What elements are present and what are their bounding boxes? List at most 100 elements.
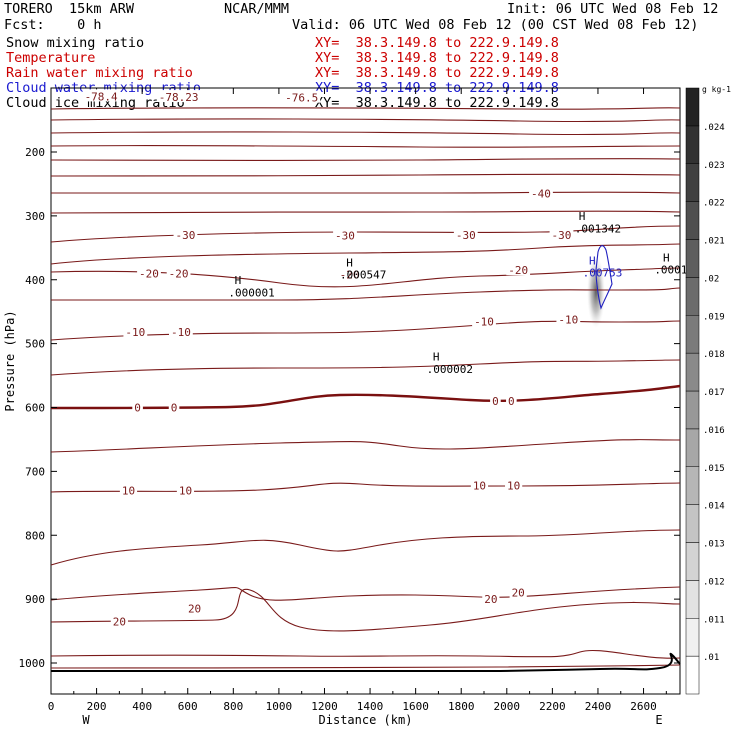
field-xy-cloud-ice: XY= 38.3.149.8 to 222.9.149.8 [315, 95, 559, 111]
temperature-label-bg [168, 400, 180, 413]
colorbar-tick-label: .012 [703, 577, 725, 587]
maximum-label: H [579, 210, 586, 223]
colorbar-unit-label: g kg-1 [702, 85, 731, 94]
x-tick-label: 2200 [539, 700, 566, 713]
temperature-labels: -78.4 -78.23 -76.5 -40 -30 -30 -30 -30 -20 -20 -20… [82, 89, 581, 628]
temperature-label-bg [482, 592, 500, 605]
y-axis-title: Pressure (hPa) [3, 310, 17, 411]
colorbar-tick-label: .017 [703, 388, 725, 398]
temperature-label: 10 [507, 479, 520, 492]
x-tick-label: 1000 [266, 700, 293, 713]
colorbar-tick-label: .014 [703, 502, 725, 512]
zero-isotherm [50, 384, 681, 410]
temperature-label-bg [506, 394, 517, 407]
surface-line [51, 652, 681, 672]
temperature-label-bg [333, 228, 357, 241]
temperature-label: 10 [179, 485, 192, 498]
colorbar-tick-label: .024 [703, 123, 725, 133]
temperature-label-bg [166, 266, 191, 279]
cloud-water-shading [587, 256, 605, 328]
temperature-label: 10 [473, 479, 486, 492]
x-tick-label: 1200 [311, 700, 338, 713]
y-tick-label: 400 [25, 274, 45, 287]
x-axis-east-label: E [655, 713, 662, 727]
temperature-label: -10 [171, 326, 191, 339]
temperature-label: -76.5 [285, 92, 318, 105]
model-title: TORERO 15km ARW [4, 1, 135, 17]
isotherms [50, 107, 681, 669]
temperature-label-bg [529, 186, 553, 199]
init-time: Init: 06 UTC Wed 08 Feb 12 [507, 1, 719, 17]
temperature-label-bg [490, 394, 501, 407]
temperature-label-bg [132, 400, 143, 413]
temperature-label-bg [505, 478, 523, 491]
colorbar-swatch [685, 163, 700, 202]
plot-frame [50, 87, 681, 695]
temperature-label: 20 [113, 615, 126, 628]
colorbar-tick-label: .01 [703, 653, 719, 663]
temperature-label: -30 [456, 229, 476, 242]
colorbar-swatch [685, 87, 700, 127]
colorbar-tick-label: .021 [703, 237, 725, 247]
temperature-label: -40 [531, 188, 551, 201]
temperature-label-bg [185, 601, 204, 614]
colorbar-swatch [685, 201, 700, 240]
x-tick-label: 2400 [585, 700, 612, 713]
temperature-label: -20 [508, 264, 528, 277]
cloud-water-labels: H.00753 [583, 255, 623, 280]
colorbar-tick-label: .023 [703, 161, 725, 171]
colorbar-swatch [685, 542, 700, 581]
temperature-label-bg [506, 263, 531, 276]
cloud-water-label: .00753 [583, 267, 623, 280]
temperature-label-bg [472, 314, 496, 327]
temperature-label: 0 [492, 395, 499, 408]
temperature-label: 10 [122, 485, 135, 498]
colorbar-tick-label: .011 [703, 615, 725, 625]
temperature-label: 0 [171, 402, 178, 415]
y-tick-label: 500 [25, 338, 45, 351]
temperature-label-bg [549, 228, 574, 241]
maximum-label: .000002 [427, 363, 473, 376]
colorbar-swatch [685, 466, 700, 505]
temperature-label-bg [470, 478, 489, 491]
temperature-label-bg [137, 266, 161, 279]
colorbar-tick-label: .02 [703, 274, 719, 284]
temperature-label-bg [556, 312, 581, 325]
colorbar-swatch [685, 277, 700, 316]
y-tick-label: 800 [25, 529, 45, 542]
temperature-label: 20 [484, 593, 497, 606]
y-tick-label: 700 [25, 465, 45, 478]
temperature-label: -10 [474, 315, 494, 328]
x-tick-label: 1800 [448, 700, 475, 713]
maximum-label: H [663, 251, 670, 264]
temperature-label-bg [156, 90, 201, 103]
temperature-label-bg [283, 90, 321, 103]
temperature-label-bg [453, 228, 478, 241]
temperature-label: -30 [335, 230, 355, 243]
maximum-label: H [346, 257, 353, 270]
cloud-water-contour [595, 245, 613, 310]
colorbar-swatch [685, 618, 700, 657]
x-tick-label: 600 [178, 700, 198, 713]
temperature-label: 0 [134, 402, 141, 415]
x-tick-label: 0 [48, 700, 55, 713]
valid-time: Valid: 06 UTC Wed 08 Feb 12 (00 CST Wed … [292, 17, 699, 33]
x-tick-label: 400 [132, 700, 152, 713]
y-tick-label: 1000 [19, 657, 46, 670]
temperature-label-bg [337, 267, 362, 280]
cloud-water-label: H [589, 255, 596, 268]
temperature-label: -10 [125, 326, 145, 339]
forecast-hour: Fcst: 0 h [4, 17, 102, 33]
x-tick-label: 200 [87, 700, 107, 713]
x-tick-label: 2000 [494, 700, 521, 713]
field-name-rain: Rain water mixing ratio [6, 65, 193, 81]
center-title: NCAR/MMM [224, 1, 290, 17]
colorbar-tick-label: .013 [703, 540, 725, 550]
colorbar-swatch [685, 504, 700, 543]
colorbar-tick-label: .018 [703, 350, 725, 360]
temperature-label: -10 [558, 313, 578, 326]
y-tick-label: 900 [25, 593, 45, 606]
temperature-label-bg [82, 89, 120, 102]
